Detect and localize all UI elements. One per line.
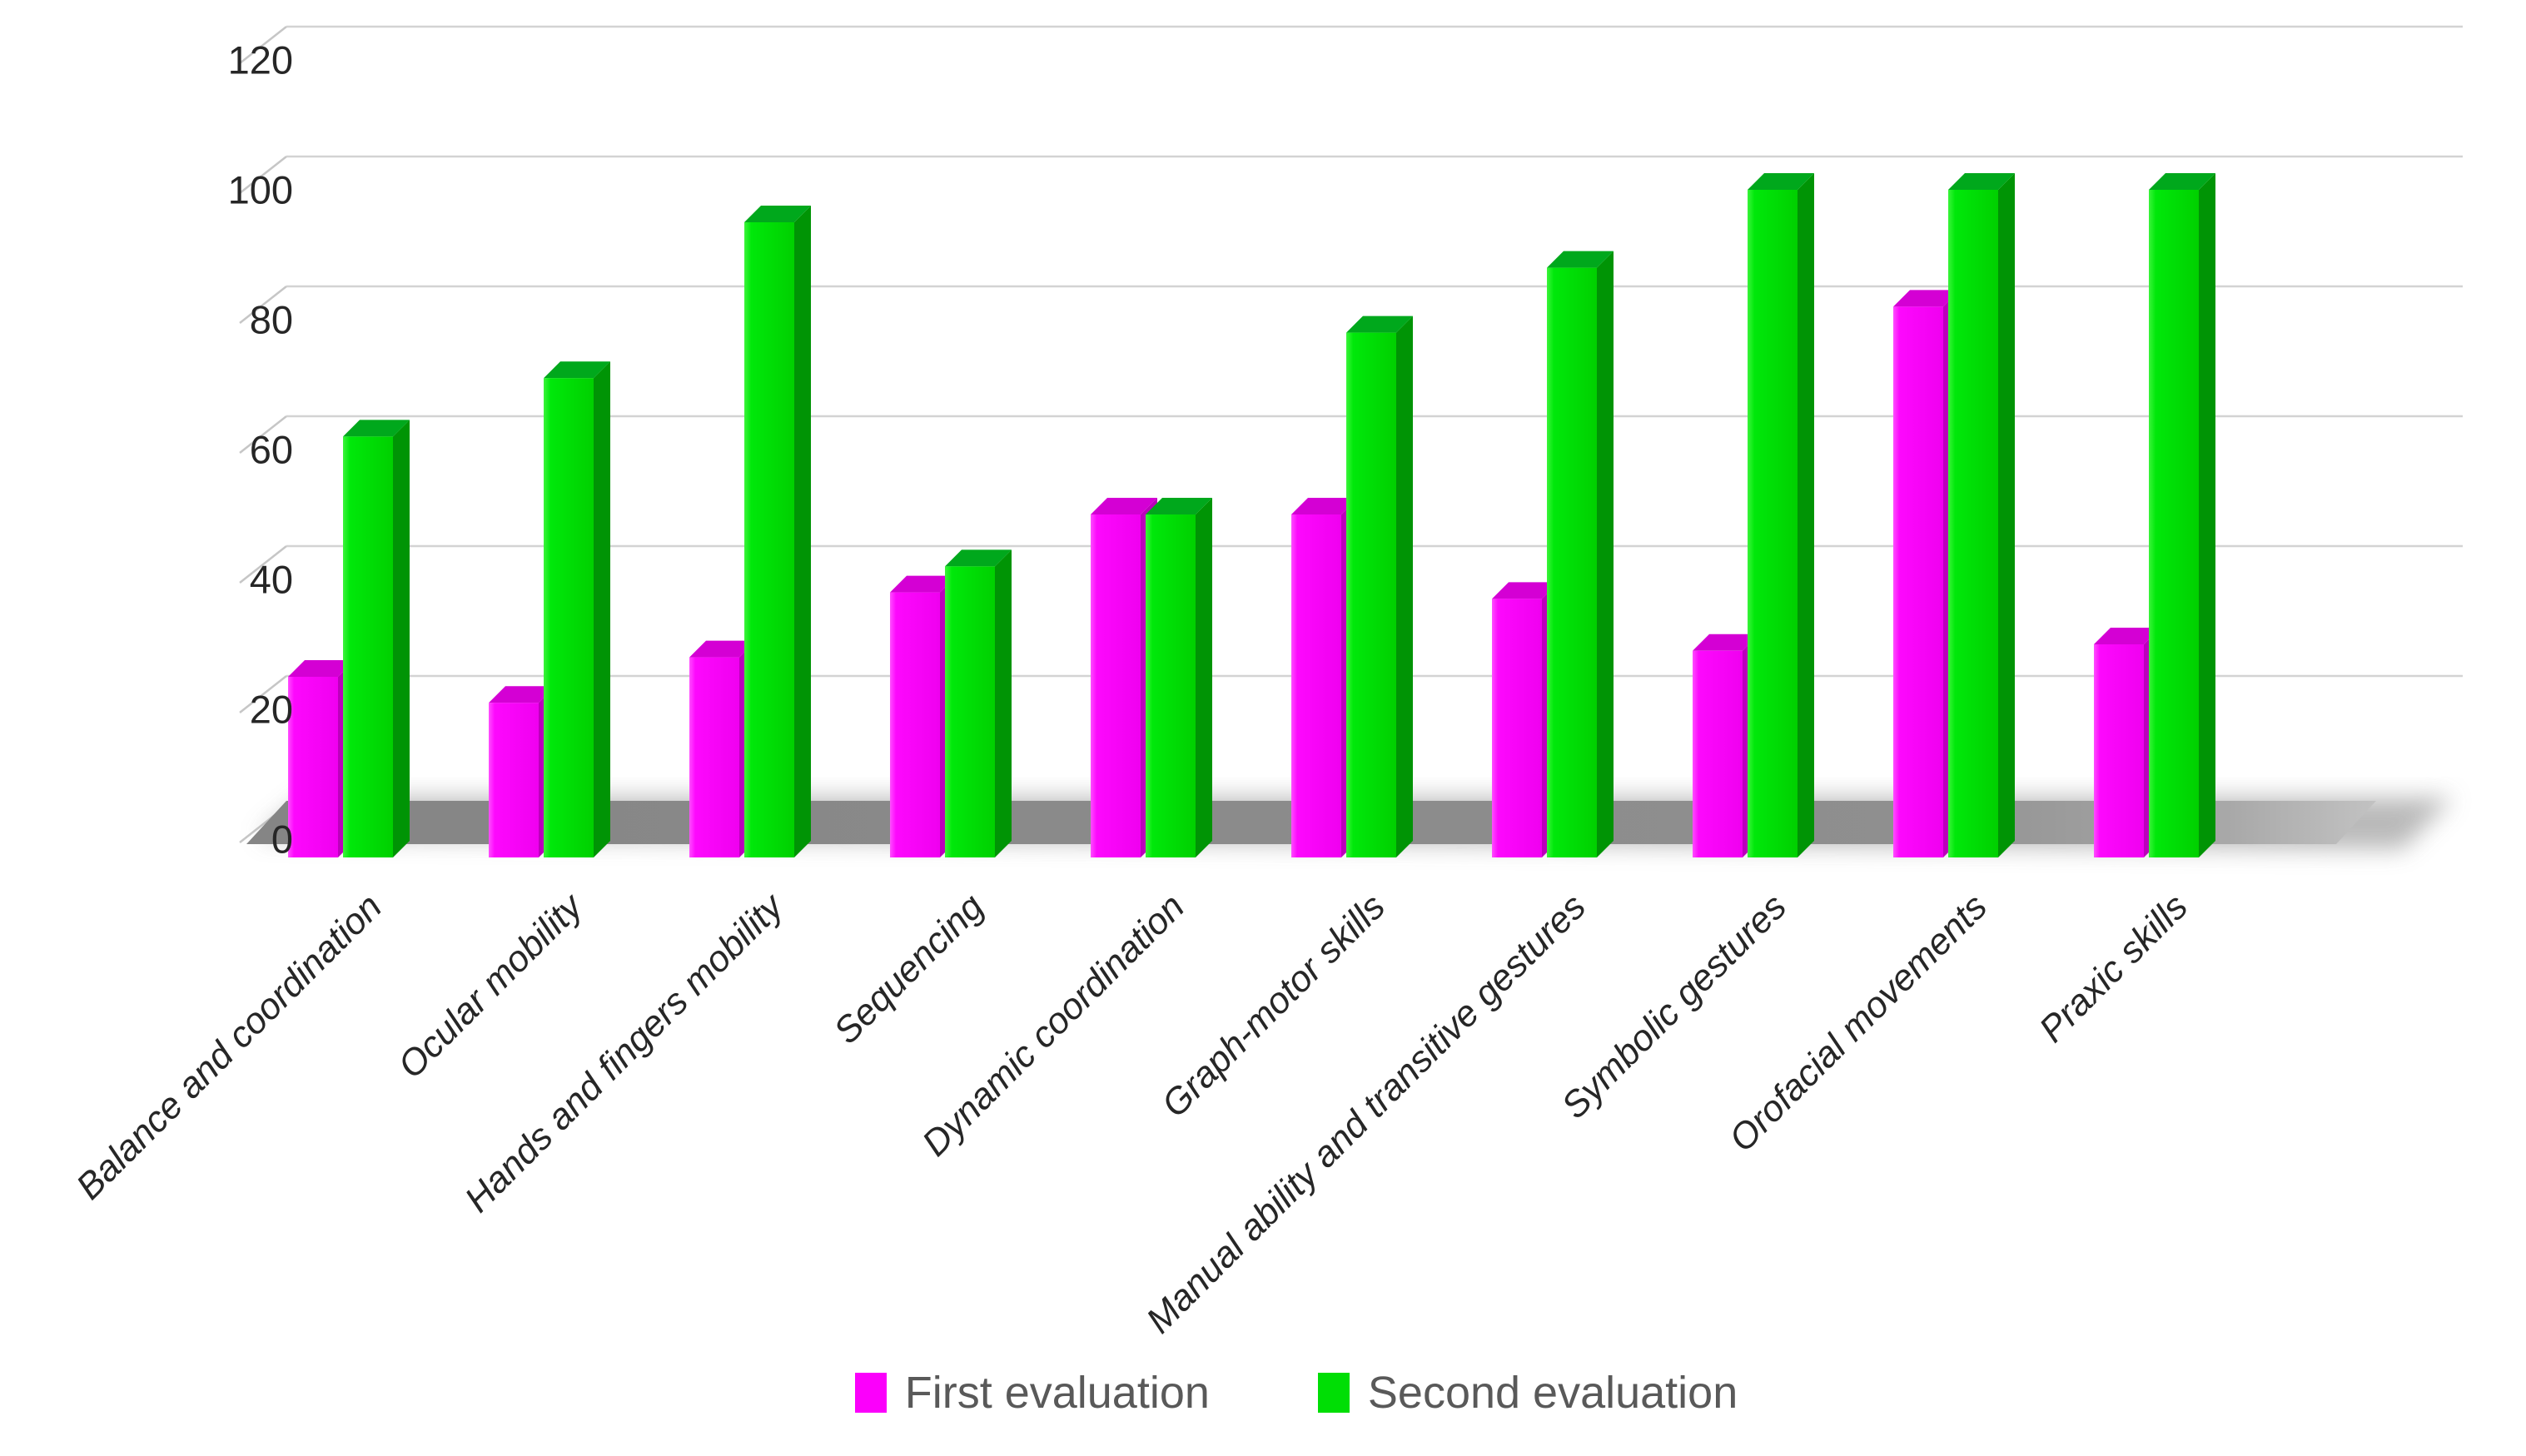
legend-item-first-evaluation: First evaluation [854,1367,1210,1419]
bar-second-evaluation-2 [544,361,610,857]
bar-side-face [393,420,410,857]
bar-top-face [1693,634,1759,651]
y-tick-label-120: 120 [228,37,293,82]
axis-tick-diagonal-60 [239,415,287,454]
bar-side-face [594,361,610,857]
bar-side-face [1597,251,1614,858]
axis-tick-diagonal-120 [239,26,287,64]
bar-second-evaluation-8 [1748,173,1814,857]
bar-side-face [794,206,811,857]
bar-second-evaluation-5 [1146,498,1212,857]
legend-label: First evaluation [904,1368,1210,1418]
y-tick-label-20: 20 [250,687,293,731]
y-tick-label-0: 0 [271,817,293,861]
legend-swatch-icon [1317,1373,1350,1413]
bar-second-evaluation-7 [1547,251,1614,858]
bar-front-face [1948,190,1998,857]
bar-front-face [1693,650,1743,857]
bars [288,173,2215,858]
bar-top-face [2094,628,2161,644]
bar-front-face [1547,267,1597,858]
bar-top-face [1291,498,1358,514]
bar-top-face [1748,173,1814,190]
bar-front-face [2094,644,2144,857]
category-label-4: Sequencing [826,886,992,1051]
bar-front-face [288,677,338,857]
category-label-8: Symbolic gestures [1554,886,1794,1126]
bar-front-face [744,222,794,857]
category-label-6: Graph-motor skills [1154,886,1393,1125]
axis-tick-diagonal-40 [239,545,287,584]
bar-front-face [2149,190,2199,857]
bar-second-evaluation-4 [945,549,1012,857]
bar-front-face [890,592,940,857]
bar-front-face [1291,514,1341,857]
bar-top-face [2149,173,2215,190]
axis-tick-diagonal-100 [239,156,287,194]
bar-top-face [744,206,811,222]
bar-front-face [1748,190,1798,857]
bar-front-face [1893,306,1943,857]
bar-top-face [945,549,1012,567]
bar-front-face [689,657,739,857]
bar-second-evaluation-10 [2149,173,2215,857]
axis-tick-diagonal-20 [239,675,287,713]
bar-front-face [1146,514,1196,857]
bar-top-face [544,361,610,379]
bar-side-face [1798,173,1814,857]
bar-second-evaluation-6 [1346,316,1413,858]
legend-item-second-evaluation: Second evaluation [1317,1367,1738,1419]
y-axis-labels: 0 20 40 60 80 100 120 [228,37,293,861]
y-tick-label-80: 80 [250,297,293,341]
bar-top-face [288,660,355,677]
bar-top-face [1948,173,2015,190]
y-tick-label-60: 60 [250,427,293,471]
bar-second-evaluation-1 [343,420,410,857]
bar-front-face [1492,599,1542,857]
category-label-7: Manual ability and transitive gestures [1139,886,1594,1341]
bar-front-face [544,378,594,857]
bar-front-face [343,436,393,857]
bar-top-face [1547,251,1614,268]
bar-top-face [1893,290,1960,307]
bar-first-evaluation-7 [1492,582,1559,857]
category-label-2: Ocular mobility [390,884,593,1086]
bar-side-face [1196,498,1212,857]
y-tick-label-100: 100 [228,167,293,211]
bar-front-face [945,566,995,857]
y-tick-label-40: 40 [250,557,293,601]
bar-top-face [890,575,957,593]
bar-top-face [1146,498,1212,514]
category-label-3: Hands and fingers mobility [457,884,793,1220]
x-axis-labels: Balance and coordination Ocular mobilityH… [68,884,2195,1341]
bar-front-face [489,703,539,857]
bar-top-face [1091,498,1157,514]
bar-side-face [1396,316,1413,858]
bar-side-face [1998,173,2015,857]
bar-side-face [2199,173,2215,857]
bar-front-face [1091,514,1141,857]
bar-top-face [689,640,756,658]
legend-label: Second evaluation [1367,1368,1738,1418]
bar-side-face [995,549,1012,857]
bar-second-evaluation-3 [744,206,811,857]
bar-top-face [489,686,555,703]
bar-front-face [1346,332,1396,858]
bar-second-evaluation-9 [1948,173,2015,857]
category-label-10: Praxic skills [2031,886,2195,1050]
axis-tick-diagonal-80 [239,286,287,324]
bar-top-face [1492,582,1559,599]
chart-legend: First evaluation Second evaluation [33,1367,2526,1419]
bar-top-face [343,420,410,437]
category-label-1: Balance and coordination [68,886,390,1207]
legend-swatch-icon [854,1373,887,1413]
bar-top-face [1346,316,1413,333]
